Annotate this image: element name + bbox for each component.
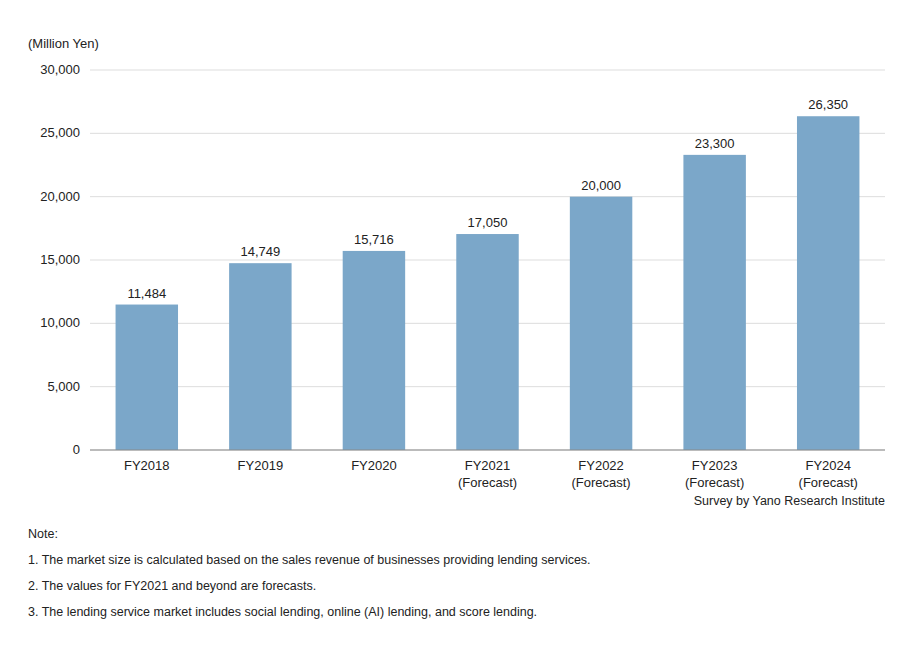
y-axis-label: (Million Yen)	[28, 36, 99, 51]
data-label: 14,749	[240, 244, 280, 259]
note-line: 1. The market size is calculated based o…	[28, 553, 591, 567]
chart: 0 5,000 10,000 15,000 20,000 25,000 30,000 11,4…	[0, 0, 911, 651]
data-label: 26,350	[808, 97, 848, 112]
y-axis: 0 5,000 10,000 15,000 20,000 25,000 30,000	[40, 62, 885, 457]
bar	[797, 116, 859, 450]
bar	[343, 251, 405, 450]
x-tick-label: FY2024(Forecast)	[799, 458, 858, 490]
x-tick-label: FY2018	[124, 458, 170, 473]
grid-line	[90, 196, 885, 197]
y-tick-label: 5,000	[47, 379, 80, 394]
data-label: 23,300	[695, 136, 735, 151]
bar	[456, 234, 518, 450]
source-note: Survey by Yano Research Institute	[694, 494, 885, 508]
note-line: 2. The values for FY2021 and beyond are …	[28, 579, 316, 593]
data-label: 11,484	[127, 286, 166, 301]
bar	[229, 263, 291, 450]
note-line: 3. The lending service market includes s…	[28, 605, 537, 619]
grid-line	[90, 133, 885, 134]
note-line: Note:	[28, 527, 58, 541]
bar	[570, 197, 632, 450]
notes: Note: 1. The market size is calculated ba…	[28, 527, 591, 619]
x-tick-label: FY2022(Forecast)	[571, 458, 630, 490]
bars	[116, 116, 860, 450]
x-axis-line	[90, 450, 885, 451]
grid-line	[90, 70, 885, 71]
x-axis: FY2018 FY2019 FY2020 FY2021(Forecast) FY2022…	[124, 458, 858, 490]
bar	[116, 305, 178, 450]
y-tick-label: 15,000	[40, 252, 80, 267]
data-label: 20,000	[581, 178, 621, 193]
x-tick-label: FY2020	[351, 458, 397, 473]
y-tick-label: 20,000	[40, 189, 80, 204]
data-label: 17,050	[468, 215, 508, 230]
x-tick-label: FY2023(Forecast)	[685, 458, 744, 490]
bar	[683, 155, 745, 450]
y-tick-label: 30,000	[40, 62, 80, 77]
y-tick-label: 25,000	[40, 125, 80, 140]
x-tick-label: FY2021(Forecast)	[458, 458, 517, 490]
y-tick-label: 0	[73, 442, 80, 457]
x-tick-label: FY2019	[238, 458, 284, 473]
data-labels: 11,484 14,749 15,716 17,050 20,000 23,300 26,3…	[127, 97, 848, 300]
y-tick-label: 10,000	[40, 315, 80, 330]
data-label: 15,716	[354, 232, 394, 247]
grid-line	[90, 450, 885, 451]
